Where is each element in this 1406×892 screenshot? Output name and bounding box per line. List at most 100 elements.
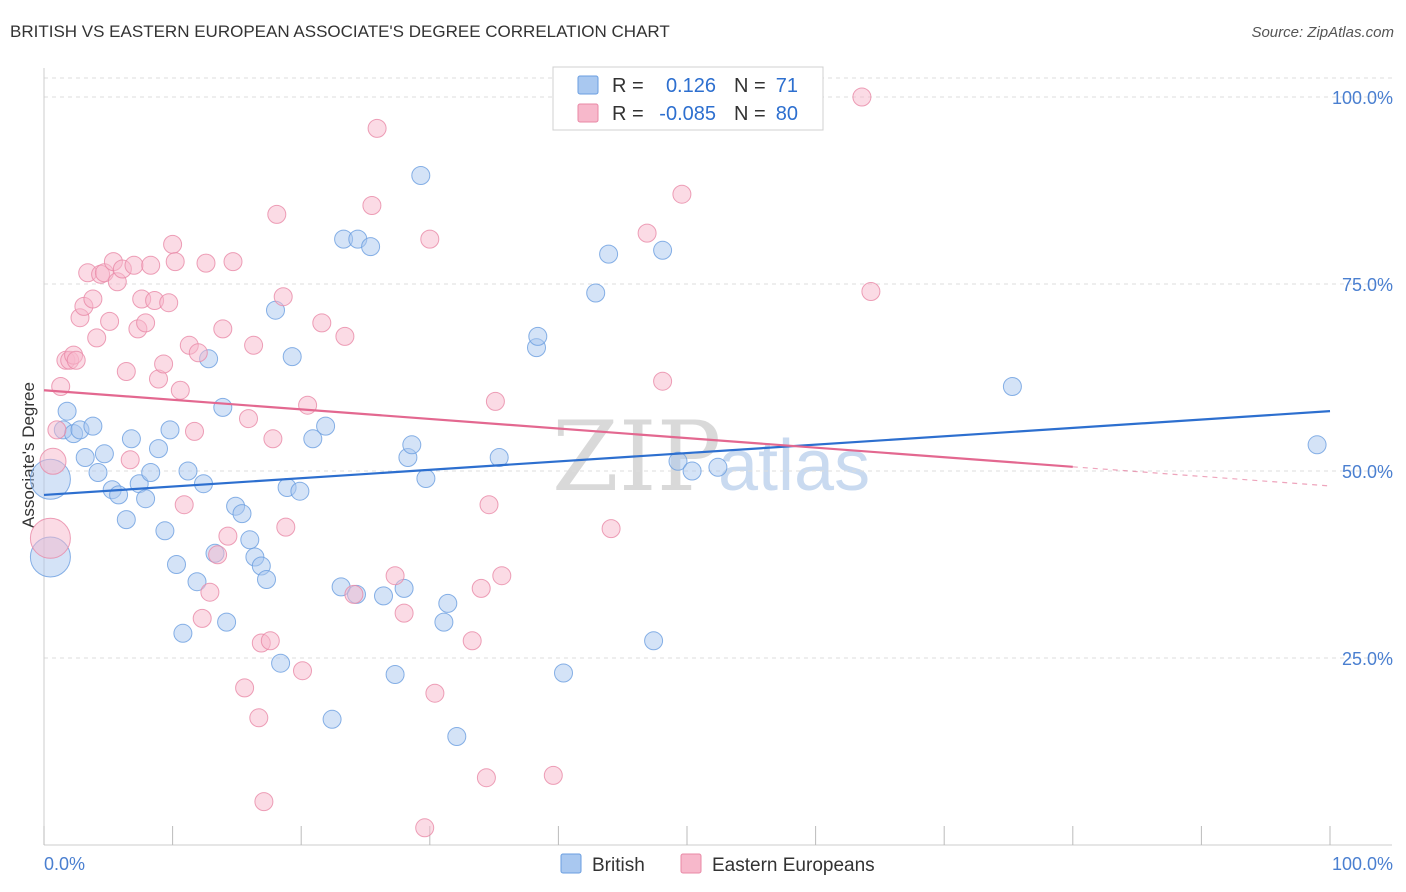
british-point: [217, 612, 237, 632]
british-point: [708, 457, 728, 477]
eastern-point: [120, 450, 140, 470]
british-point: [290, 481, 310, 501]
british-point: [282, 347, 302, 367]
eastern-point: [367, 118, 387, 138]
british-point: [173, 623, 193, 643]
eastern-point: [218, 526, 238, 546]
eastern-point: [852, 87, 872, 107]
y-tick-label: 50.0%: [1342, 462, 1393, 482]
series-legend: British Eastern Europeans: [560, 853, 875, 876]
eastern-point: [861, 282, 881, 301]
eastern-point: [154, 354, 174, 374]
british-point: [447, 727, 467, 746]
gridlines: [44, 77, 1392, 659]
british-point: [167, 555, 186, 574]
eastern-point: [223, 252, 243, 272]
eastern-point: [471, 578, 491, 598]
eastern-point: [185, 421, 204, 441]
eastern-point: [653, 371, 673, 391]
eastern-point: [83, 289, 103, 309]
british-swatch: [577, 75, 599, 95]
british-point: [88, 463, 108, 482]
eastern-point: [163, 234, 183, 254]
british-point: [149, 439, 168, 459]
eastern-point: [420, 229, 440, 249]
british-point: [322, 709, 342, 729]
eastern-point: [188, 343, 208, 363]
british-point: [141, 463, 161, 482]
eastern-point: [637, 223, 657, 243]
y-tick-label: 100.0%: [1332, 88, 1393, 108]
legend-r-value-british: 0.126: [666, 75, 716, 97]
eastern-trend-extension: [1072, 466, 1331, 487]
british-point: [554, 663, 573, 683]
british-point: [57, 401, 77, 421]
british-point: [178, 461, 198, 481]
trend-lines: [43, 389, 1331, 497]
eastern-point: [362, 196, 382, 215]
eastern-point: [244, 335, 264, 355]
british-point: [668, 451, 688, 471]
eastern-point: [672, 184, 692, 204]
british-point: [94, 444, 114, 464]
british-point: [232, 504, 252, 524]
eastern-legend-swatch: [680, 853, 702, 874]
british-legend-swatch: [560, 853, 582, 874]
eastern-point: [425, 683, 445, 703]
y-axis-label: Associate's Degree: [19, 382, 38, 528]
eastern-point: [235, 678, 255, 698]
legend-r-label-eastern: R =: [612, 103, 644, 125]
eastern-point: [159, 293, 179, 313]
stats-legend: R = 0.126 N = 71 R = -0.085 N = 80: [552, 66, 824, 131]
eastern-point: [267, 204, 287, 224]
eastern-point: [462, 631, 482, 651]
eastern-point: [263, 429, 283, 449]
eastern-point: [601, 519, 621, 539]
legend-r-value-eastern: -0.085: [659, 103, 716, 125]
british-point: [187, 572, 207, 592]
eastern-point: [335, 326, 355, 346]
eastern-point: [254, 792, 274, 812]
british-point: [586, 283, 606, 303]
british-point: [374, 586, 393, 606]
british-point: [411, 166, 431, 185]
eastern-point: [47, 420, 67, 440]
eastern-point: [485, 391, 505, 411]
british-point: [257, 570, 276, 589]
eastern-point: [273, 287, 293, 307]
y-tick-label: 25.0%: [1342, 649, 1393, 669]
legend-n-value-british: 71: [776, 75, 798, 97]
eastern-point: [66, 350, 86, 370]
eastern-point: [492, 566, 512, 586]
eastern-point: [394, 603, 414, 623]
source-note: Source: ZipAtlas.com: [1251, 24, 1394, 41]
british-points: [29, 166, 1327, 746]
eastern-point: [213, 319, 233, 339]
x-tick-label: 0.0%: [44, 854, 85, 874]
x-tick-labels: 0.0% 100.0%: [44, 854, 1393, 874]
british-point: [213, 397, 233, 417]
british-point: [136, 489, 156, 509]
british-point: [402, 435, 422, 455]
eastern-point: [543, 765, 563, 785]
british-point: [361, 237, 381, 257]
british-point: [416, 469, 436, 488]
british-point: [438, 593, 458, 613]
british-point: [83, 416, 103, 436]
eastern-point: [298, 395, 318, 415]
eastern-point: [200, 582, 220, 602]
legend-n-value-eastern: 80: [776, 103, 798, 125]
british-point: [653, 240, 673, 260]
british-point: [682, 461, 702, 481]
eastern-swatch: [577, 103, 599, 123]
legend-n-label-british: N =: [734, 75, 766, 97]
eastern-point: [192, 608, 212, 628]
british-point: [121, 429, 141, 449]
eastern-point: [415, 818, 435, 838]
british-point: [240, 530, 260, 550]
eastern-point: [136, 313, 156, 333]
british-point: [116, 510, 136, 530]
watermark-atlas: atlas: [718, 426, 870, 506]
y-tick-labels: 100.0% 75.0% 50.0% 25.0%: [1332, 88, 1393, 669]
